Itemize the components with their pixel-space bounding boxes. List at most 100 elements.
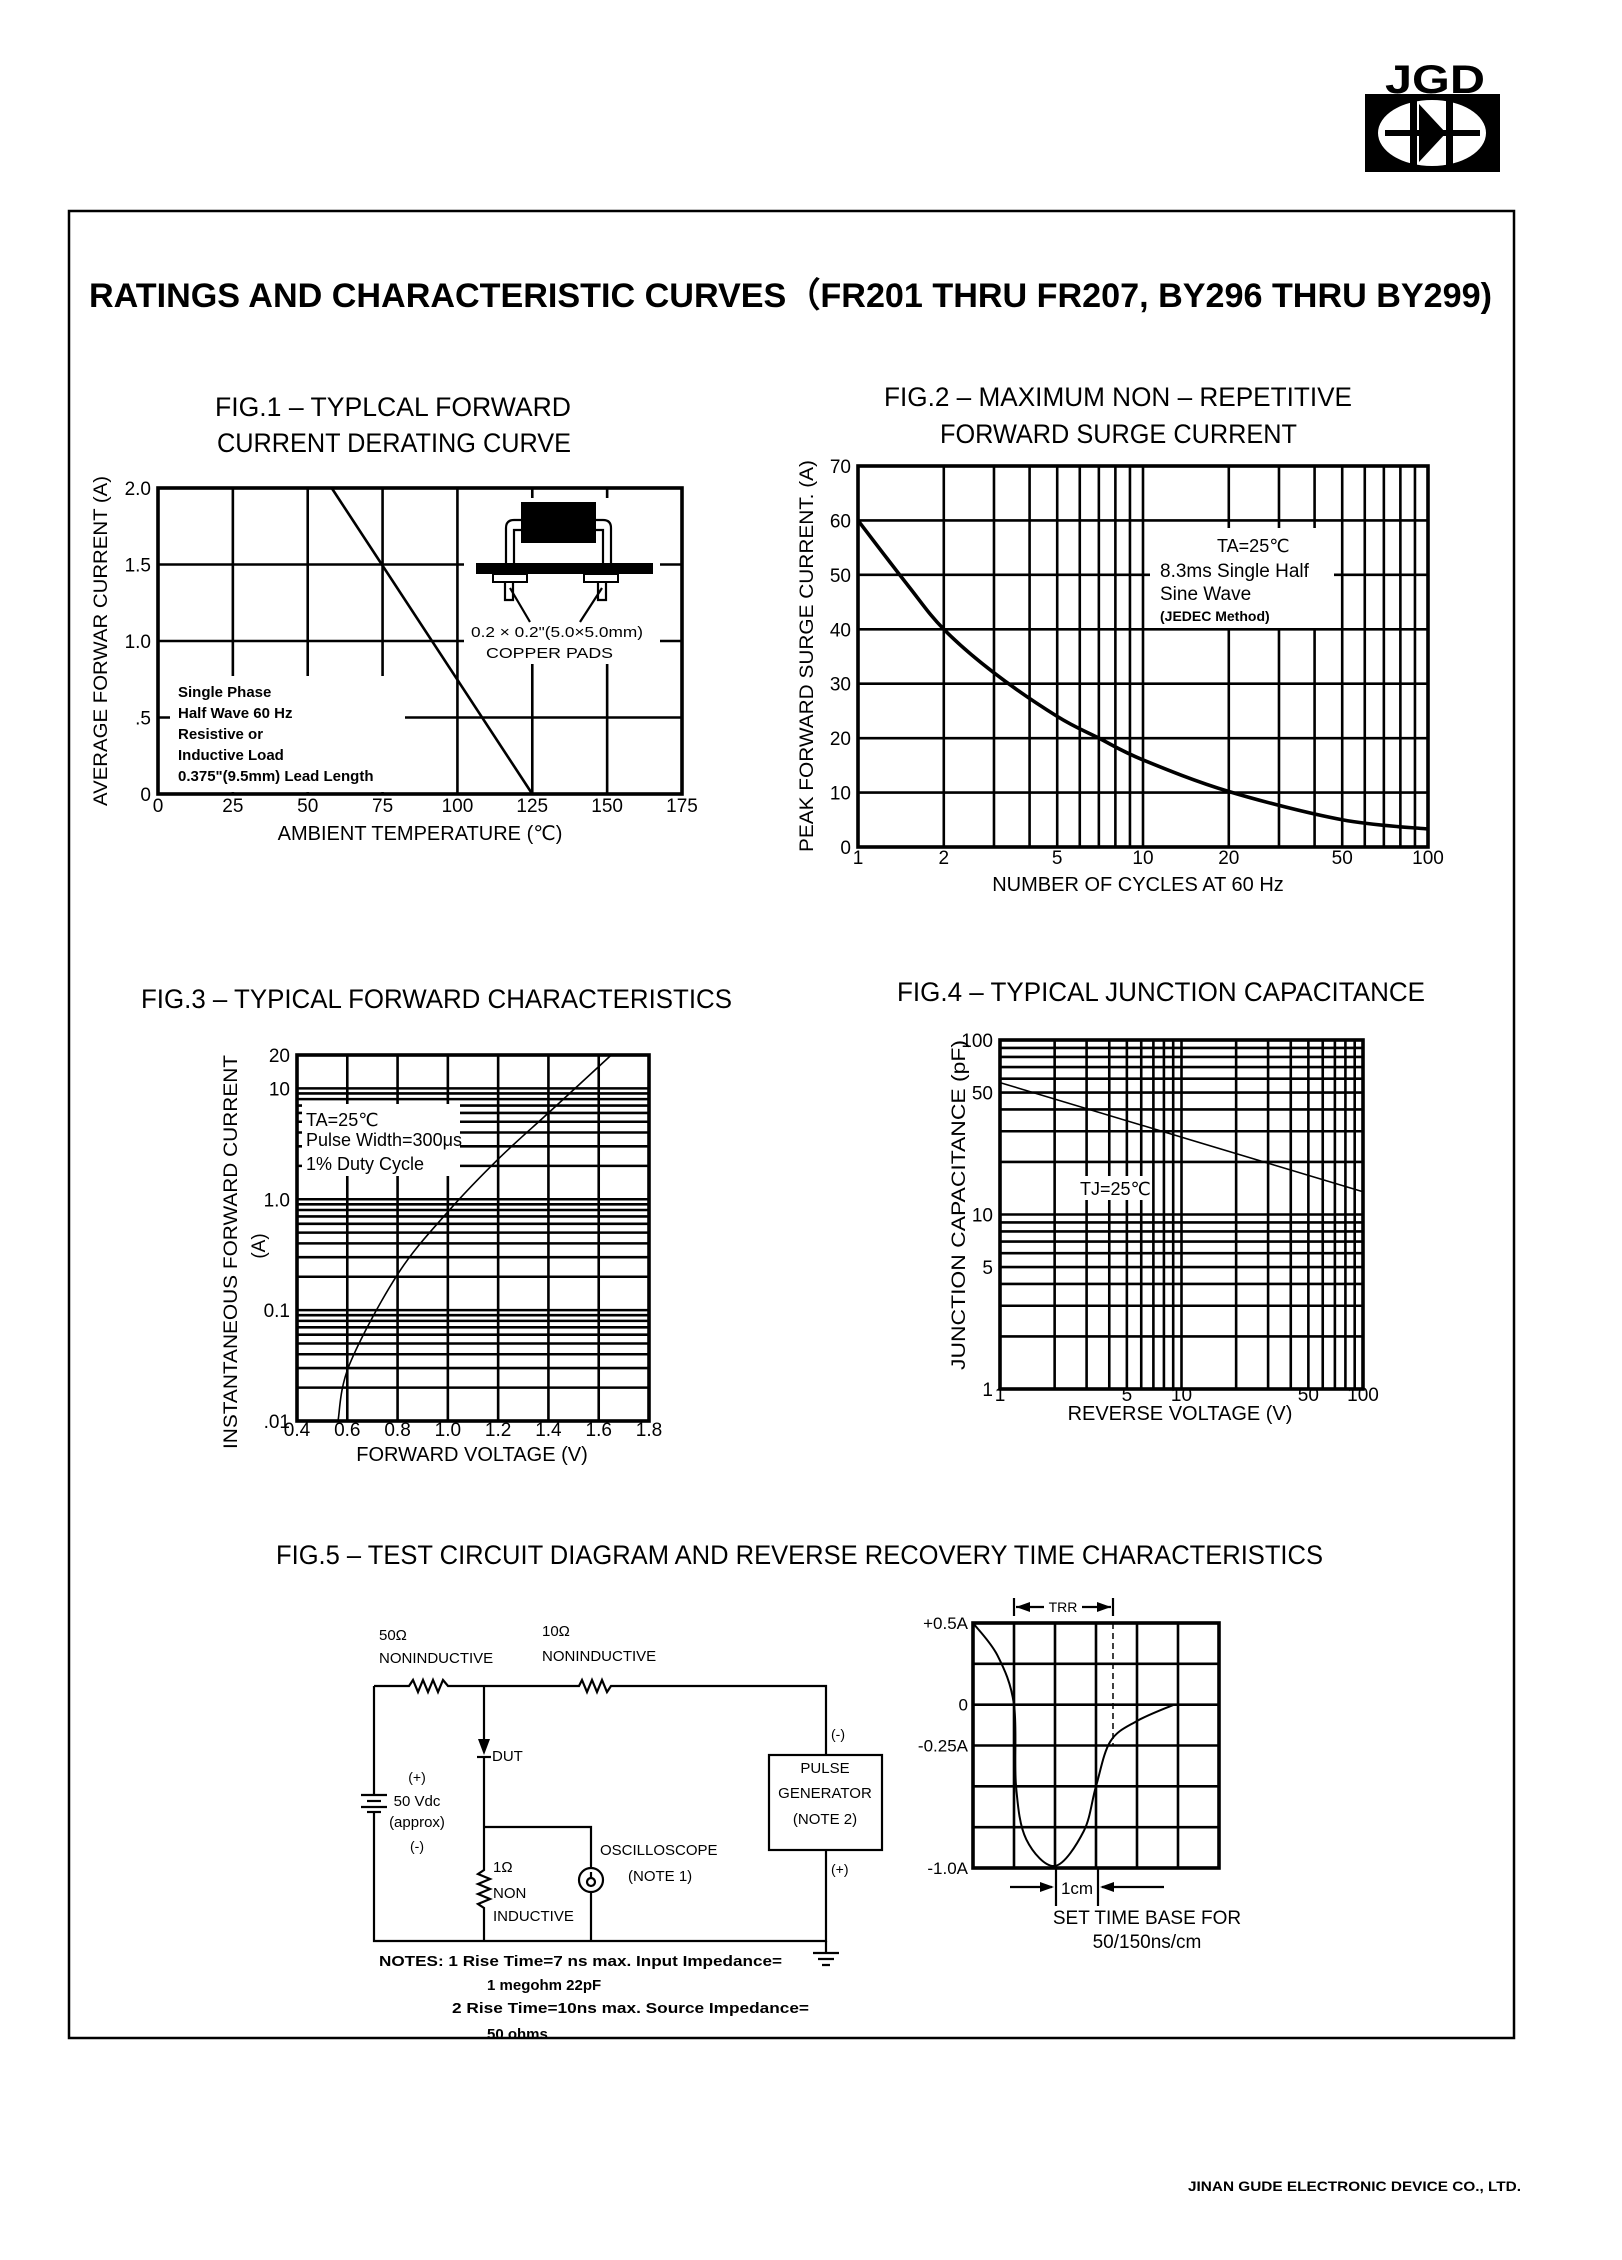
dut-label: DUT: [492, 1748, 523, 1765]
circuit-note: NOTES: 1 Rise Time=7 ns max. Input Imped…: [379, 1953, 782, 1970]
y-tick-label: 20: [269, 1046, 290, 1067]
fig4-annotation-bg: [1076, 1176, 1146, 1200]
x-tick-label: 125: [516, 796, 548, 817]
x-tick-label: 100: [1347, 1385, 1379, 1406]
oscilloscope-label: OSCILLOSCOPE: [600, 1842, 718, 1859]
trr-label: TRR: [1049, 1599, 1078, 1615]
x-tick-label: 5: [1052, 848, 1063, 869]
fig4-series: [999, 1081, 1364, 1193]
x-tick-label: 50: [1332, 848, 1353, 869]
y-tick-label: 0: [959, 1696, 968, 1715]
fig2-series: [856, 519, 1429, 831]
y-tick-label: 30: [830, 675, 851, 696]
fig2-grid: [858, 466, 1428, 847]
oscilloscope-probe-icon: [577, 1866, 605, 1894]
y-tick-label: 0: [140, 785, 151, 806]
fig1-xlabel: AMBIENT TEMPERATURE (℃): [278, 823, 563, 845]
scope-graticule: [971, 1621, 1221, 1870]
fig2-annotation: TA=25℃: [1217, 536, 1289, 556]
fig3-annotation: TA=25℃: [306, 1110, 378, 1130]
fig2-annotation: Sine Wave: [1160, 584, 1251, 605]
reverse-recovery-scope-chart: +0.5A 0 -0.25A -1.0A TRR 1cm SET TIME BASE …: [918, 1598, 1241, 1953]
x-tick-label: 10: [1132, 848, 1153, 869]
fig4-capacitance-chart: FIG.4 – TYPICAL JUNCTION CAPACITANCE 1 5 1…: [897, 977, 1425, 1425]
x-tick-label: 5: [1122, 1385, 1133, 1406]
y-tick-label: .5: [135, 709, 151, 730]
x-tick-label: 175: [666, 796, 698, 817]
fig2-surge-chart: FIG.2 – MAXIMUM NON – REPETITIVE FORWARD…: [797, 382, 1444, 896]
r1-label: 1Ω: [493, 1859, 513, 1876]
y-tick-label: 0.1: [264, 1301, 290, 1322]
pulse-generator-label: PULSE: [800, 1760, 849, 1777]
fig2-ylabel: PEAK FORWARD SURGE CURRENT. (A): [797, 460, 818, 852]
pulse-generator-label: GENERATOR: [778, 1785, 872, 1802]
ground-icon: [813, 1941, 839, 1967]
x-tick-label: 50: [1298, 1385, 1319, 1406]
fig4-ylabel: JUNCTION CAPACITANCE (pF): [949, 1040, 970, 1370]
x-tick-label: 0.8: [384, 1420, 410, 1441]
y-tick-label: +0.5A: [923, 1614, 969, 1633]
graticule-frame: [971, 1621, 1221, 1870]
scope-caption-line1: SET TIME BASE FOR: [1053, 1908, 1241, 1929]
pulse-generator-note: (NOTE 2): [793, 1811, 857, 1828]
y-tick-label: 10: [972, 1206, 993, 1227]
fig1-note: 0.375"(9.5mm) Lead Length: [178, 768, 374, 785]
battery-label: 50 Vdc: [394, 1793, 441, 1810]
x-tick-label: 25: [222, 796, 243, 817]
r10-value: 10Ω: [542, 1623, 570, 1640]
fig1-title-line1: FIG.1 – TYPLCAL FORWARD: [215, 392, 571, 422]
x-tick-label: 0.6: [334, 1420, 360, 1441]
recovery-trace: [972, 1622, 1175, 1867]
y-tick-label: 1.0: [125, 632, 151, 653]
x-tick-label: 1.0: [435, 1420, 461, 1441]
y-tick-label: 0: [840, 838, 851, 859]
x-tick-label: 2: [939, 848, 950, 869]
r10-type: NONINDUCTIVE: [542, 1648, 656, 1665]
y-tick-label: 10: [269, 1079, 290, 1100]
plot-frame: [998, 1038, 1365, 1391]
page-border: [67, 209, 1516, 2040]
test-circuit-diagram: 50Ω NONINDUCTIVE 10Ω NONINDUCTIVE DUT (+…: [361, 1623, 884, 2043]
fig1-inset-label-line2: COPPER PADS: [486, 645, 613, 662]
fig2-title-line1: FIG.2 – MAXIMUM NON – REPETITIVE: [884, 382, 1352, 412]
x-tick-label: 1.6: [586, 1420, 612, 1441]
series-line: [999, 1081, 1364, 1193]
y-tick-label: .01: [264, 1412, 290, 1433]
fig4-title: FIG.4 – TYPICAL JUNCTION CAPACITANCE: [897, 977, 1425, 1007]
y-tick-label: 1.5: [125, 556, 151, 577]
dut-diode-icon: [477, 1739, 491, 1759]
x-tick-label: 0: [153, 796, 164, 817]
x-tick-label: 1.2: [485, 1420, 511, 1441]
fig5-title: FIG.5 – TEST CIRCUIT DIAGRAM AND REVERSE…: [276, 1540, 1323, 1570]
circuit-note: 1 megohm 22pF: [487, 1977, 601, 1994]
fig1-note: Inductive Load: [178, 747, 284, 764]
x-tick-label: 1.8: [636, 1420, 662, 1441]
x-tick-label: 1: [853, 848, 864, 869]
fig1-inset-label-line1: 0.2 × 0.2"(5.0×5.0mm): [471, 624, 643, 641]
fig1-ylabel: AVERAGE FORWAR CURRENT (A): [91, 476, 112, 806]
generator-minus-label: (-): [831, 1726, 845, 1742]
battery-icon: [361, 1793, 387, 1814]
y-tick-label: -1.0A: [927, 1859, 968, 1878]
fig2-title-line2: FORWARD SURGE CURRENT: [940, 419, 1297, 449]
fig3-title: FIG.3 – TYPICAL FORWARD CHARACTERISTICS: [141, 984, 732, 1014]
y-tick-label: 70: [830, 457, 851, 478]
fig1-note: Single Phase: [178, 684, 271, 701]
one-cm-marker: [1010, 1868, 1164, 1906]
y-tick-label: 40: [830, 620, 851, 641]
x-tick-label: 20: [1218, 848, 1239, 869]
fig3-ylabel-line2: (A): [249, 1233, 270, 1258]
y-tick-label: 60: [830, 511, 851, 532]
r50-type: NONINDUCTIVE: [379, 1650, 493, 1667]
fig2-xlabel: NUMBER OF CYCLES AT 60 Hz: [992, 874, 1284, 896]
fig3-forward-chart: FIG.3 – TYPICAL FORWARD CHARACTERISTICS …: [141, 984, 732, 1466]
x-tick-label: 75: [372, 796, 393, 817]
y-tick-label: 50: [972, 1084, 993, 1105]
battery-label: (-): [410, 1838, 424, 1854]
fig4-grid: [1000, 1040, 1363, 1389]
x-tick-label: 150: [591, 796, 623, 817]
fig2-annotation-bg: [1150, 528, 1334, 628]
fig2-annotation: (JEDEC Method): [1160, 608, 1270, 624]
y-tick-label: 20: [830, 729, 851, 750]
